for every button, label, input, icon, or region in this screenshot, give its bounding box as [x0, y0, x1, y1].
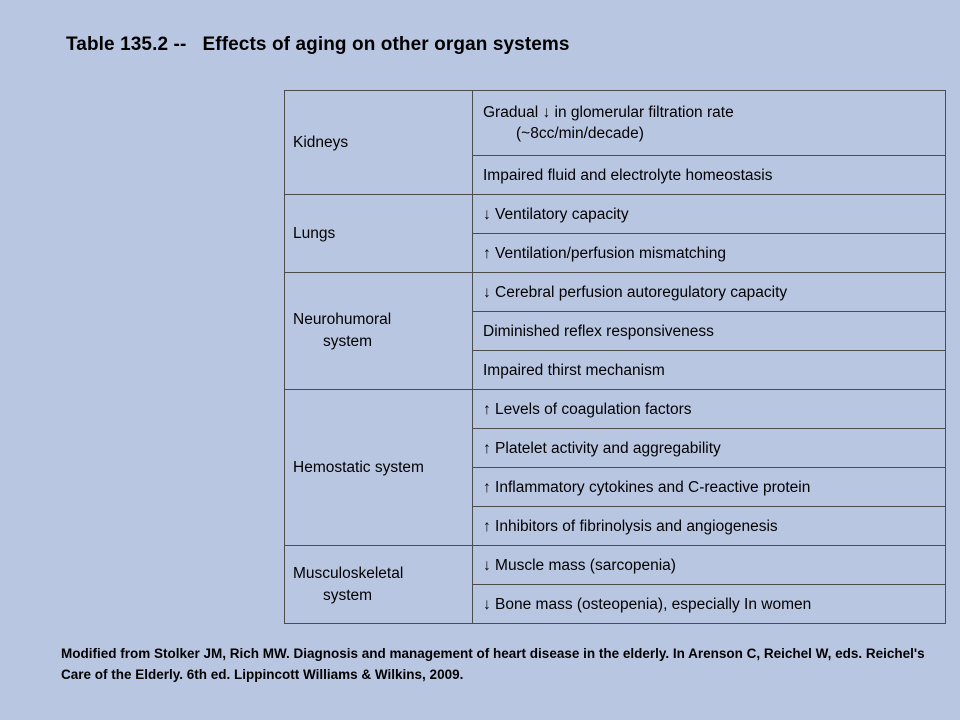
- organ-effects-table-container: Kidneys Gradual ↓ in glomerular filtratio…: [284, 90, 946, 624]
- table-row: Lungs ↓ Ventilatory capacity: [284, 194, 946, 273]
- source-citation: Modified from Stolker JM, Rich MW. Diagn…: [61, 646, 925, 682]
- table-row: Impaired thirst mechanism: [285, 350, 946, 390]
- effect-text: ↑ Levels of coagulation factors: [483, 400, 692, 418]
- table-row: ↑ Inhibitors of fibrinolysis and angioge…: [285, 506, 946, 546]
- effect-text: (~8cc/min/decade): [516, 125, 644, 142]
- organ-system-label: Hemostatic system: [293, 458, 424, 476]
- table-body: Kidneys Gradual ↓ in glomerular filtratio…: [284, 90, 946, 624]
- effect-cell: Gradual ↓ in glomerular filtration rate (…: [472, 90, 946, 156]
- effect-text: ↓ Cerebral perfusion autoregulatory capa…: [483, 283, 788, 301]
- effect-cell: ↑ Platelet activity and aggregability: [472, 428, 946, 468]
- organ-system-label: Musculoskeletal: [293, 564, 404, 582]
- effect-cell: Diminished reflex responsiveness: [472, 311, 946, 351]
- effect-cell: Impaired fluid and electrolyte homeostas…: [472, 155, 946, 195]
- organ-system-label: Lungs: [293, 224, 336, 242]
- organ-system-cell: Neurohumoral system: [284, 272, 473, 390]
- table-row: ↑ Ventilation/perfusion mismatching: [285, 233, 946, 273]
- effect-cell: ↑ Inflammatory cytokines and C-reactive …: [472, 467, 946, 507]
- organ-effects-table: Kidneys Gradual ↓ in glomerular filtratio…: [284, 90, 946, 624]
- effect-text: ↑ Inflammatory cytokines and C-reactive …: [483, 478, 811, 496]
- effect-text: ↑ Ventilation/perfusion mismatching: [483, 244, 726, 262]
- organ-system-cell: Musculoskeletal system: [284, 545, 473, 624]
- effect-cell: Impaired thirst mechanism: [472, 350, 946, 390]
- effect-text: Diminished reflex responsiveness: [483, 322, 714, 340]
- effect-text: ↑ Platelet activity and aggregability: [483, 439, 721, 457]
- organ-system-cell: Hemostatic system: [284, 389, 473, 546]
- organ-system-label: Neurohumoral: [293, 311, 392, 328]
- effect-cell: ↓ Bone mass (osteopenia), especially In …: [472, 584, 946, 624]
- organ-system-label: system: [323, 333, 373, 350]
- table-row: ↓ Bone mass (osteopenia), especially In …: [285, 584, 946, 624]
- organ-system-label: Kidneys: [293, 133, 349, 151]
- effect-cell: ↓ Muscle mass (sarcopenia): [472, 545, 946, 585]
- table-title: Table 135.2 -- Effects of aging on other…: [66, 34, 570, 55]
- effect-text: ↓ Bone mass (osteopenia), especially In …: [483, 595, 812, 613]
- table-row: Kidneys Gradual ↓ in glomerular filtratio…: [284, 90, 946, 195]
- table-row: ↑ Inflammatory cytokines and C-reactive …: [285, 467, 946, 507]
- table-row: ↑ Platelet activity and aggregability: [285, 428, 946, 468]
- effect-text: Impaired thirst mechanism: [483, 361, 665, 379]
- effect-text: ↓ Ventilatory capacity: [483, 205, 629, 223]
- effect-cell: ↓ Ventilatory capacity: [472, 194, 946, 234]
- effect-text: ↓ Muscle mass (sarcopenia): [483, 556, 676, 574]
- effect-cell: ↓ Cerebral perfusion autoregulatory capa…: [472, 272, 946, 312]
- organ-system-cell: Lungs: [284, 194, 473, 273]
- organ-system-label: system: [323, 586, 373, 604]
- table-row: Hemostatic system ↑ Levels of coagulation…: [284, 389, 946, 546]
- table-row: Musculoskeletal system ↓ Muscle mass (sarc…: [284, 545, 946, 624]
- effect-text: ↑ Inhibitors of fibrinolysis and angioge…: [483, 517, 778, 535]
- effect-text: Impaired fluid and electrolyte homeostas…: [483, 166, 773, 184]
- effect-cell: ↑ Ventilation/perfusion mismatching: [472, 233, 946, 273]
- organ-system-cell: Kidneys: [284, 90, 473, 195]
- effect-cell: ↑ Inhibitors of fibrinolysis and angioge…: [472, 506, 946, 546]
- table-row: Impaired fluid and electrolyte homeostas…: [285, 155, 946, 195]
- table-row: Neurohumoral system ↓ Cerebral perfusion a…: [284, 272, 946, 390]
- effect-text: Gradual ↓ in glomerular filtration rate: [483, 104, 734, 121]
- effect-cell: ↑ Levels of coagulation factors: [472, 389, 946, 429]
